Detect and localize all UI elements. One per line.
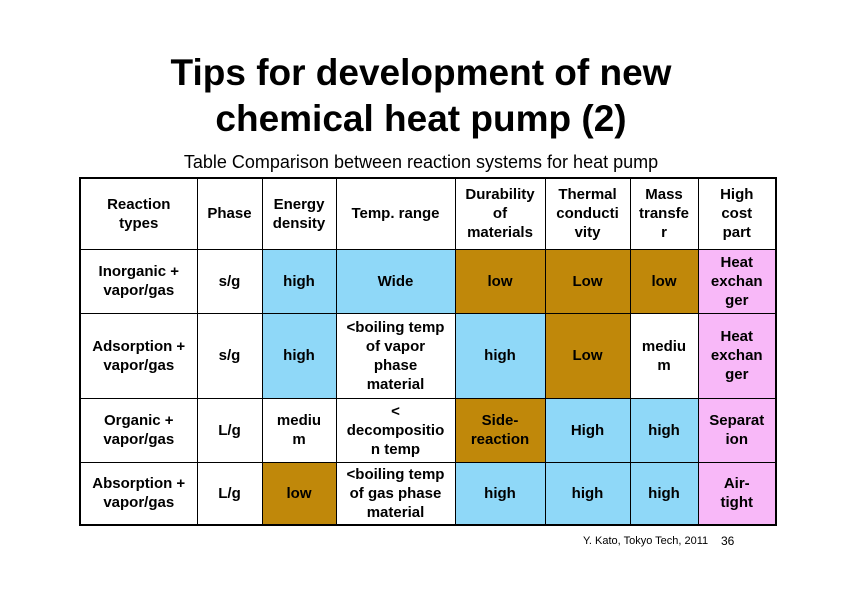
table-cell: L/g [196,461,263,526]
table-cell: low [261,461,337,526]
table-cell: Side- reaction [454,397,546,463]
table-cell: low [454,248,546,314]
table-cell: high [629,397,699,463]
column-header: Mass transfe r [629,177,699,250]
table-row: Absorption + vapor/gas L/g low <boiling tem… [79,461,777,526]
table-cell: Low [544,248,631,314]
table-cell: < decompositio n temp [335,397,456,463]
table-cell: low [629,248,699,314]
table-cell: s/g [196,248,263,314]
table-cell: <boiling temp of gas phase material [335,461,456,526]
row-header-cell: Adsorption + vapor/gas [79,312,198,399]
column-header: Reaction types [79,177,198,250]
table-cell: Heat exchan ger [697,312,777,399]
table-cell: high [454,312,546,399]
table-cell: <boiling temp of vapor phase material [335,312,456,399]
table-cell: high [454,461,546,526]
table-caption: Table Comparison between reaction system… [183,152,659,172]
table-cell: Separat ion [697,397,777,463]
table-cell: high [544,461,631,526]
table-row: Organic + vapor/gas L/g mediu m < decomposi… [79,397,777,463]
table-cell: mediu m [261,397,337,463]
column-header: Energy density [261,177,337,250]
table-cell: high [629,461,699,526]
row-header-cell: Inorganic + vapor/gas [79,248,198,314]
table-cell: Wide [335,248,456,314]
page-number: 36 [721,534,735,548]
table-cell: L/g [196,397,263,463]
footer-credit: Y. Kato, Tokyo Tech, 2011 [583,535,709,547]
column-header: High cost part [697,177,777,250]
row-header-cell: Organic + vapor/gas [79,397,198,463]
comparison-table: Reaction types Phase Energy density Temp. r… [79,177,777,526]
table-row: Inorganic + vapor/gas s/g high Wide low Low lo… [79,248,777,314]
table-cell: Air- tight [697,461,777,526]
column-header: Phase [196,177,263,250]
column-header: Durability of materials [454,177,546,250]
table-cell: high [261,312,337,399]
header-row: Reaction types Phase Energy density Temp. r… [79,177,777,250]
table-cell: High [544,397,631,463]
column-header: Temp. range [335,177,456,250]
table-cell: Heat exchan ger [697,248,777,314]
table-cell: s/g [196,312,263,399]
table-cell: high [261,248,337,314]
table-row: Adsorption + vapor/gas s/g high <boiling te… [79,312,777,399]
table-cell: mediu m [629,312,699,399]
table-cell: Low [544,312,631,399]
slide-title: Tips for development of new chemical hea… [170,52,672,139]
column-header: Thermal conducti vity [544,177,631,250]
row-header-cell: Absorption + vapor/gas [79,461,198,526]
